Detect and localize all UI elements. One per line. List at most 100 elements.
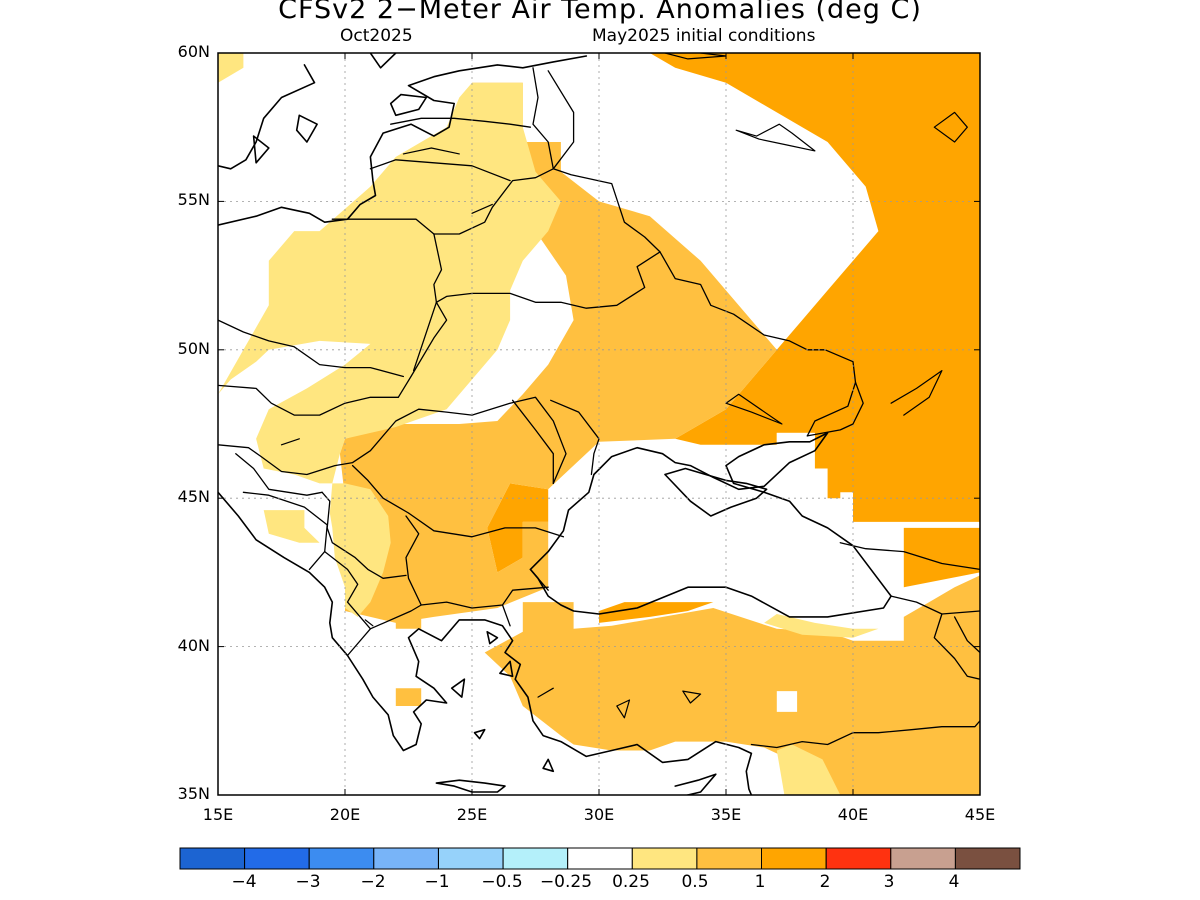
anomaly-region <box>339 82 777 623</box>
lat-label: 40N <box>177 636 210 655</box>
anomaly-region <box>395 688 422 706</box>
coastline <box>674 773 717 795</box>
anomaly-region <box>263 510 320 543</box>
colorbar-label: −0.25 <box>539 872 593 892</box>
country-border <box>242 491 328 571</box>
map-title: CFSv2 2−Meter Air Temp. Anomalies (deg C… <box>278 0 922 25</box>
country-border <box>511 399 554 485</box>
colorbar-label: 2 <box>819 872 831 892</box>
initial-conditions-label: May2025 initial conditions <box>592 26 816 46</box>
coastline <box>542 758 555 773</box>
country-border <box>390 117 532 128</box>
lake-outline <box>735 123 816 152</box>
lake-outline <box>890 370 943 416</box>
lon-label: 30E <box>583 805 615 824</box>
lon-label: 15E <box>202 805 234 824</box>
geographic-outlines <box>218 53 980 795</box>
lake-outline <box>616 699 631 719</box>
colorbar-label: −2 <box>360 872 386 892</box>
lake-outline <box>664 53 727 60</box>
colorbar-label: −3 <box>295 872 321 892</box>
anomaly-shading <box>218 53 980 795</box>
colorbar-swatch <box>438 847 504 870</box>
lon-label: 35E <box>710 805 742 824</box>
lat-label: 55N <box>177 190 210 209</box>
valid-month-label: Oct2025 <box>340 26 413 46</box>
country-border <box>369 159 511 182</box>
anomaly-region <box>218 53 244 83</box>
country-border <box>501 604 511 627</box>
country-border <box>433 168 554 235</box>
coastline <box>664 467 768 517</box>
graticule <box>218 53 980 795</box>
country-border <box>405 515 549 609</box>
lake-outline <box>537 687 554 698</box>
colorbar-label: 4 <box>948 872 960 892</box>
country-border <box>331 218 435 235</box>
coastline <box>499 660 514 678</box>
coastline <box>218 491 753 795</box>
anomaly-region <box>776 744 841 795</box>
anomaly-region <box>764 614 879 638</box>
coastline <box>218 64 316 170</box>
colorbar-swatch <box>761 847 827 870</box>
country-border <box>806 381 864 437</box>
lat-label: 60N <box>177 42 210 61</box>
coastline <box>369 53 397 69</box>
country-border <box>412 301 438 372</box>
coastline <box>473 728 486 740</box>
country-border <box>218 396 567 485</box>
country-border <box>218 384 399 416</box>
anomaly-region <box>218 82 561 617</box>
colorbar-label: 3 <box>883 872 895 892</box>
colorbar-label: −0.5 <box>481 872 523 892</box>
colorbar-label: −4 <box>231 872 257 892</box>
lake-outline <box>725 393 783 425</box>
anomaly-region <box>903 527 980 588</box>
lat-label: 45N <box>177 487 210 506</box>
lake-outline <box>280 438 300 446</box>
lon-label: 25E <box>456 805 488 824</box>
colorbar-label: 1 <box>754 872 766 892</box>
lake-outline <box>933 111 968 143</box>
lake-outline <box>682 690 702 704</box>
country-border <box>218 319 405 378</box>
lake-outline <box>402 147 460 155</box>
country-border <box>435 67 661 309</box>
lon-label: 20E <box>329 805 361 824</box>
lon-label: 45E <box>964 805 996 824</box>
no-data-area <box>840 492 853 522</box>
country-border <box>346 628 372 657</box>
lake-outline <box>471 203 493 214</box>
coastline <box>389 93 428 117</box>
colorbar-label: −1 <box>424 872 450 892</box>
country-border <box>351 464 410 514</box>
anomaly-region <box>599 602 714 623</box>
coastline <box>486 630 499 645</box>
anomaly-region <box>484 575 980 795</box>
coastline <box>529 432 892 618</box>
colorbar-swatch <box>179 847 246 870</box>
coastline <box>218 55 588 226</box>
colorbar <box>179 847 1021 870</box>
country-border <box>235 453 323 496</box>
lon-label: 40E <box>837 805 869 824</box>
country-border <box>953 616 980 654</box>
anomaly-region <box>649 53 980 522</box>
no-data-area <box>560 53 650 71</box>
colorbar-swatch <box>244 847 310 870</box>
country-border <box>890 595 980 615</box>
country-border <box>397 233 448 398</box>
anomaly-region <box>395 605 422 629</box>
colorbar-swatch <box>502 847 569 870</box>
lake-outline <box>364 619 374 627</box>
map-frame <box>217 52 981 796</box>
colorbar-label: 0.25 <box>612 872 650 892</box>
country-border <box>659 251 857 437</box>
country-border <box>407 512 565 538</box>
no-data-area <box>776 691 798 712</box>
colorbar-swatch <box>308 847 375 870</box>
country-border <box>547 70 575 170</box>
country-border <box>529 568 549 591</box>
